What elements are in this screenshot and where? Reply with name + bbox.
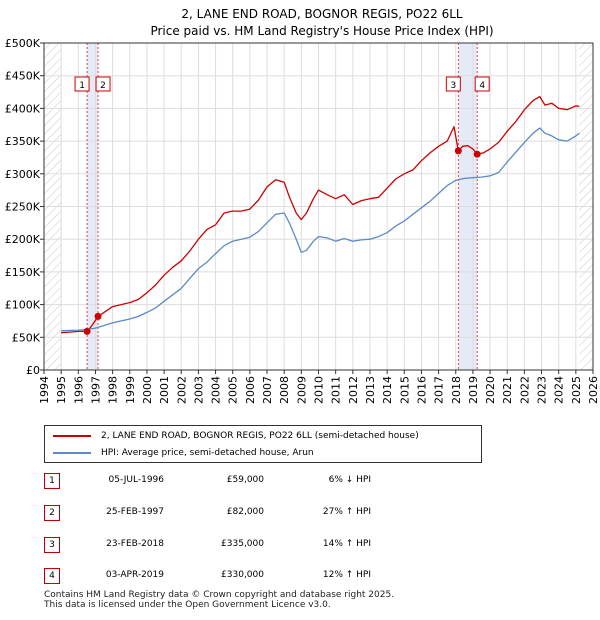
property-price-line bbox=[61, 95, 580, 334]
sale-markers: 1 2 3 4 bbox=[74, 76, 490, 335]
axes: £0 £50K £100K £150K £200K £250K £300K £350K £400… bbox=[5, 37, 600, 404]
x-tick-label: 2009 bbox=[295, 376, 308, 404]
footer-line-licence: This data is licensed under the Open Gov… bbox=[44, 600, 331, 610]
x-tick-label: 1997 bbox=[89, 376, 102, 404]
x-tick-label: 2008 bbox=[278, 376, 291, 404]
transaction-number: 4 bbox=[44, 568, 60, 584]
x-tick-label: 2012 bbox=[347, 376, 360, 404]
sale-label-text: 3 bbox=[450, 81, 456, 91]
x-tick-label: 2014 bbox=[381, 376, 394, 404]
y-tick-label: £350K bbox=[5, 135, 41, 148]
sale-point bbox=[473, 150, 481, 158]
chart-subtitle: Price paid vs. HM Land Registry's House … bbox=[150, 24, 493, 38]
legend-swatch-hpi bbox=[53, 451, 91, 454]
x-tick-label: 2024 bbox=[553, 376, 566, 404]
x-tick-label: 1998 bbox=[107, 376, 120, 404]
x-tick-label: 2005 bbox=[227, 376, 240, 404]
table-row: 3 23-FEB-2018 £335,000 14% ↑ HPI bbox=[44, 537, 444, 553]
footer-line-copyright: Contains HM Land Registry data © Crown c… bbox=[44, 590, 395, 600]
sale-label-text: 4 bbox=[479, 81, 485, 91]
y-tick-label: £300K bbox=[5, 168, 41, 181]
x-tick-label: 2006 bbox=[244, 376, 257, 404]
sale-label-box: 2 bbox=[95, 76, 111, 92]
transaction-number: 2 bbox=[44, 505, 60, 521]
x-tick-label: 2003 bbox=[192, 376, 205, 404]
transaction-price: £330,000 bbox=[221, 570, 264, 580]
sale-label-border bbox=[74, 76, 90, 92]
x-tick-label: 2017 bbox=[433, 376, 446, 404]
y-tick-label: £400K bbox=[5, 102, 41, 115]
y-tick-label: £500K bbox=[5, 37, 41, 50]
transaction-date: 23-FEB-2018 bbox=[106, 539, 164, 549]
legend-label-hpi: HPI: Average price, semi-detached house,… bbox=[101, 448, 314, 458]
x-tick-label: 2011 bbox=[330, 376, 343, 404]
y-tick-label: £250K bbox=[5, 201, 41, 214]
table-row: 2 25-FEB-1997 £82,000 27% ↑ HPI bbox=[44, 505, 444, 521]
x-tick-label: 2004 bbox=[210, 376, 223, 404]
x-tick-label: 2000 bbox=[141, 376, 154, 404]
y-tick-label: £50K bbox=[12, 331, 41, 344]
series-lines bbox=[61, 95, 580, 334]
x-tick-label: 1995 bbox=[55, 376, 68, 404]
x-tick-label: 2019 bbox=[467, 376, 480, 404]
transaction-hpi-diff: 6% ↓ HPI bbox=[328, 475, 371, 485]
transaction-number: 3 bbox=[44, 537, 60, 553]
gridlines bbox=[43, 42, 594, 371]
x-tick-label: 2007 bbox=[261, 376, 274, 404]
transaction-hpi-diff: 27% ↑ HPI bbox=[322, 507, 371, 517]
y-tick-label: £200K bbox=[5, 233, 41, 246]
table-row: 1 05-JUL-1996 £59,000 6% ↓ HPI bbox=[44, 473, 444, 489]
sale-point bbox=[83, 327, 91, 335]
transaction-number: 1 bbox=[44, 473, 60, 489]
hpi-line bbox=[61, 127, 580, 332]
legend-item-property: 2, LANE END ROAD, BOGNOR REGIS, PO22 6LL… bbox=[53, 428, 419, 444]
legend-label-property: 2, LANE END ROAD, BOGNOR REGIS, PO22 6LL… bbox=[101, 431, 419, 441]
transaction-date: 25-FEB-1997 bbox=[106, 507, 164, 517]
x-tick-label: 1996 bbox=[72, 376, 85, 404]
sale-label-border bbox=[95, 76, 111, 92]
transaction-date: 05-JUL-1996 bbox=[108, 475, 164, 485]
y-tick-label: £100K bbox=[5, 299, 41, 312]
legend-item-hpi: HPI: Average price, semi-detached house,… bbox=[53, 445, 314, 461]
sale-point bbox=[94, 312, 102, 320]
x-tick-label: 2015 bbox=[398, 376, 411, 404]
x-tick-label: 2010 bbox=[313, 376, 326, 404]
table-row: 4 03-APR-2019 £330,000 12% ↑ HPI bbox=[44, 568, 444, 584]
x-tick-label: 2025 bbox=[570, 376, 583, 404]
chart-title: 2, LANE END ROAD, BOGNOR REGIS, PO22 6LL bbox=[181, 7, 463, 21]
legend-swatch-property bbox=[53, 434, 91, 437]
x-tick-label: 2022 bbox=[518, 376, 531, 404]
sale-label-border bbox=[445, 76, 461, 92]
x-tick-label: 2018 bbox=[450, 376, 463, 404]
x-tick-label: 2020 bbox=[484, 376, 497, 404]
sale-label-text: 1 bbox=[79, 81, 85, 91]
x-tick-label: 1999 bbox=[124, 376, 137, 404]
transaction-price: £59,000 bbox=[226, 475, 264, 485]
price-chart: 2, LANE END ROAD, BOGNOR REGIS, PO22 6LL… bbox=[5, 7, 600, 404]
sale-label-box: 3 bbox=[445, 76, 461, 92]
transaction-price: £82,000 bbox=[226, 507, 264, 517]
sale-label-border bbox=[474, 76, 490, 92]
x-tick-label: 2016 bbox=[415, 376, 428, 404]
y-tick-label: £150K bbox=[5, 266, 41, 279]
transaction-hpi-diff: 12% ↑ HPI bbox=[322, 570, 371, 580]
sale-label-box: 1 bbox=[74, 76, 90, 92]
x-tick-label: 2013 bbox=[364, 376, 377, 404]
y-tick-label: £0 bbox=[26, 364, 40, 377]
x-tick-label: 2002 bbox=[175, 376, 188, 404]
sale-point bbox=[454, 147, 462, 155]
transaction-date: 03-APR-2019 bbox=[105, 570, 164, 580]
transaction-hpi-diff: 14% ↑ HPI bbox=[322, 539, 371, 549]
y-tick-label: £450K bbox=[5, 70, 41, 83]
x-tick-label: 2023 bbox=[536, 376, 549, 404]
transaction-price: £335,000 bbox=[221, 539, 264, 549]
x-tick-label: 2021 bbox=[501, 376, 514, 404]
x-tick-label: 1994 bbox=[38, 376, 51, 404]
x-tick-label: 2026 bbox=[587, 376, 600, 404]
x-tick-label: 2001 bbox=[158, 376, 171, 404]
legend: 2, LANE END ROAD, BOGNOR REGIS, PO22 6LL… bbox=[44, 425, 482, 463]
sale-label-box: 4 bbox=[474, 76, 490, 92]
sale-label-text: 2 bbox=[100, 81, 106, 91]
footer-attribution: Contains HM Land Registry data © Crown c… bbox=[44, 590, 394, 610]
